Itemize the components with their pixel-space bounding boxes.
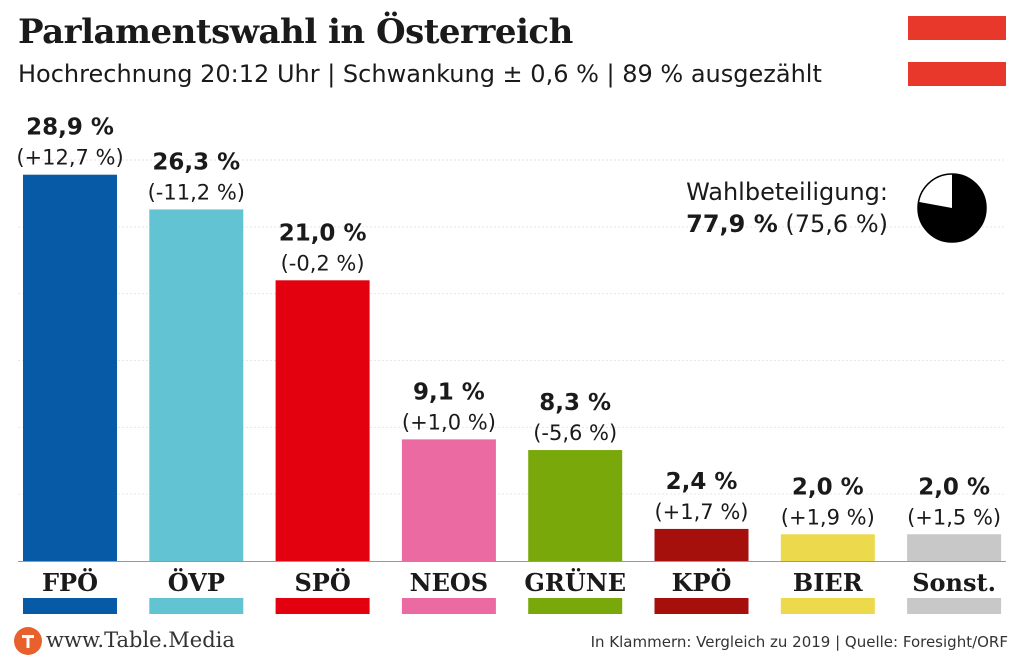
bar-change-label: (-11,2 %) [148,180,245,204]
page-title: Parlamentswahl in Österreich [18,12,573,52]
turnout-previous: (75,6 %) [785,210,888,238]
bar-change-label: (+1,5 %) [907,505,1001,529]
category-tick-label: BIER [793,568,864,597]
page-subtitle: Hochrechnung 20:12 Uhr | Schwankung ± 0,… [18,60,822,88]
category-color-key [780,598,875,614]
bar [654,528,749,561]
bar-value-label: 9,1 % [413,379,485,405]
category-tick-label: Sonst. [912,568,996,597]
category-tick-label: SPÖ [294,568,350,597]
austria-flag-stripe-top [908,16,1006,40]
category-tick-label: KPÖ [672,568,732,597]
bar-change-label: (-0,2 %) [281,251,365,275]
bar [401,439,496,561]
turnout-pie-chart [917,173,987,243]
bar [275,280,370,561]
bar [528,450,623,561]
turnout-value-line: 77,9 % (75,6 %) [686,210,888,238]
category-color-key [275,598,370,614]
bars [23,174,1002,614]
category-tick-label: GRÜNE [524,568,626,597]
footer-brand: www.Table.Media [46,628,235,652]
bar-value-label: 8,3 % [539,390,611,416]
bar-change-label: (+1,7 %) [654,500,748,524]
turnout-pie-slice [917,174,986,242]
data-labels: 28,9 % (+12,7 %) FPÖ 26,3 % (-11,2 %) ÖVP 21,0… [16,115,1001,597]
bar-value-label: 2,4 % [666,469,738,495]
bar [149,209,244,561]
category-color-key [528,598,623,614]
bar [23,174,117,561]
bar-change-label: (-5,6 %) [533,421,617,445]
bar-value-label: 2,0 % [792,474,864,500]
turnout-label: Wahlbeteiligung: [686,178,888,206]
category-color-key [23,598,117,614]
footer-source-note: In Klammern: Vergleich zu 2019 | Quelle:… [590,633,1008,651]
table-media-logo-icon [14,627,42,655]
bar [907,534,1002,561]
bar-change-label: (+1,0 %) [402,410,496,434]
bar [780,534,875,561]
bar-change-label: (+12,7 %) [16,146,123,170]
austria-flag-stripe-bottom [908,62,1006,86]
category-tick-label: NEOS [410,568,488,597]
bar-value-label: 21,0 % [279,220,367,246]
bar-value-label: 26,3 % [152,149,240,175]
bar-change-label: (+1,9 %) [781,505,875,529]
turnout-value: 77,9 % [686,210,778,238]
category-color-key [401,598,496,614]
category-tick-label: FPÖ [42,568,98,597]
category-tick-label: ÖVP [168,568,225,597]
category-color-key [149,598,244,614]
bar-value-label: 28,9 % [26,115,114,141]
category-color-key [907,598,1002,614]
category-color-key [654,598,749,614]
bar-value-label: 2,0 % [918,474,990,500]
